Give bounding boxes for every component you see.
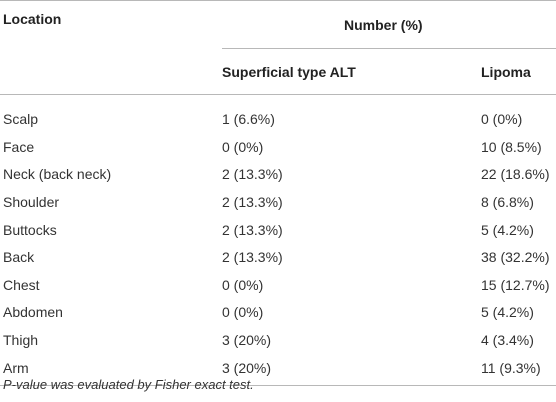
cell-location: Thigh [3,331,39,348]
table-header: Location Number (%) Superficial type ALT… [0,0,556,95]
cell-alt: 3 (20%) [222,353,478,387]
cell-location: Scalp [3,111,39,127]
cell-alt: 2 (13.3%) [222,193,283,210]
table-row: Chest 0 (0%) 15 (12.7%) [0,271,556,299]
header-row-sub: Superficial type ALT Lipoma [0,49,556,95]
cell-alt: 1 (6.6%) [222,111,275,127]
cell-alt: 2 (13.3%) [222,221,283,238]
header-location: Location [0,0,222,49]
table-row: Buttocks 2 (13.3%) 5 (4.2%) [0,216,556,244]
cell-lipoma: 4 (3.4%) [481,331,534,348]
cell-lipoma: 0 (0%) [481,111,523,127]
table-row: Back 2 (13.3%) 38 (32.2%) [0,243,556,271]
cell-alt: 0 (0%) [222,304,264,321]
cell-location: Arm [0,353,222,387]
cell-location: Neck (back neck) [3,166,112,183]
cell-lipoma: 5 (4.2%) [481,304,534,321]
cell-alt: 0 (0%) [222,276,264,293]
cell-lipoma: 10 (8.5%) [481,138,542,155]
header-row-top: Location Number (%) [0,0,556,50]
header-lipoma: Lipoma [478,49,556,95]
cell-alt: 2 (13.3%) [222,249,283,266]
cell-lipoma: 11 (9.3%) [478,353,556,387]
cell-lipoma: 8 (6.8%) [481,193,534,210]
data-table-container: Location Number (%) Superficial type ALT… [0,0,556,387]
table-body: Scalp 1 (6.6%) 0 (0%) Face 0 (0%) 10 (8.… [0,95,556,387]
cell-location: Shoulder [3,193,60,210]
table-row: Shoulder 2 (13.3%) 8 (6.8%) [0,188,556,216]
table-row: Arm 3 (20%) 11 (9.3%) [0,353,556,387]
header-spacer [0,49,222,95]
header-superficial-alt: Superficial type ALT [222,49,478,95]
table-row: Abdomen 0 (0%) 5 (4.2%) [0,299,556,327]
cell-location: Abdomen [3,304,63,321]
cell-location: Chest [3,276,40,293]
cell-alt: 0 (0%) [222,138,264,155]
cell-lipoma: 22 (18.6%) [481,166,550,183]
cell-location: Back [3,249,35,266]
table-row: Thigh 3 (20%) 4 (3.4%) [0,326,556,354]
location-table: Location Number (%) Superficial type ALT… [0,0,556,387]
cell-alt: 2 (13.3%) [222,166,283,183]
table-footnote: P-value was evaluated by Fisher exact te… [3,377,254,392]
table-row: Face 0 (0%) 10 (8.5%) [0,133,556,161]
cell-location: Buttocks [3,221,57,238]
cell-lipoma: 5 (4.2%) [481,221,534,238]
cell-alt: 3 (20%) [222,331,272,348]
cell-location: Face [3,138,35,155]
header-number-percent: Number (%) [222,0,556,50]
cell-lipoma: 38 (32.2%) [481,249,550,266]
cell-lipoma: 15 (12.7%) [481,276,550,293]
table-row: Neck (back neck) 2 (13.3%) 22 (18.6%) [0,161,556,189]
table-row: Scalp 1 (6.6%) 0 (0%) [0,95,556,134]
